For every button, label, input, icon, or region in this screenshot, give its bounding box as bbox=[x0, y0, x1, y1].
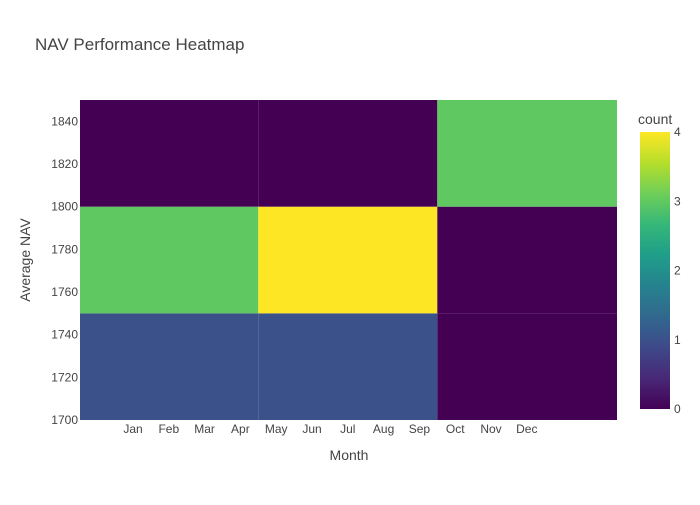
heatmap-cell bbox=[258, 313, 438, 420]
x-tick-label: Jan bbox=[123, 422, 142, 436]
heatmap-cell bbox=[437, 313, 617, 420]
heatmap-cells bbox=[80, 100, 617, 420]
heatmap-cell bbox=[437, 206, 617, 314]
y-tick-label: 1700 bbox=[51, 413, 78, 427]
heatmap-cell bbox=[258, 100, 438, 207]
x-tick-label: Dec bbox=[516, 422, 537, 436]
y-axis-title: Average NAV bbox=[17, 218, 33, 302]
colorbar-tick-label: 4 bbox=[674, 125, 681, 139]
x-tick-label: Sep bbox=[409, 422, 431, 436]
x-tick-label: Aug bbox=[373, 422, 394, 436]
chart-title: NAV Performance Heatmap bbox=[35, 35, 244, 54]
x-tick-label: Oct bbox=[446, 422, 465, 436]
heatmap-cell bbox=[258, 206, 438, 314]
y-tick-label: 1800 bbox=[51, 200, 78, 214]
colorbar-gradient bbox=[640, 132, 670, 409]
heatmap-cell bbox=[80, 206, 259, 314]
colorbar-title: count bbox=[638, 111, 672, 127]
y-tick-label: 1720 bbox=[51, 370, 78, 384]
y-axis-ticks: 1700 1720 1740 1760 1780 1800 1820 1840 bbox=[51, 114, 78, 427]
heatmap-cell bbox=[80, 313, 259, 420]
x-axis-title: Month bbox=[330, 447, 369, 463]
x-axis-ticks: Jan Feb Mar Apr May Jun Jul Aug Sep Oct Nov Dec bbox=[123, 422, 537, 436]
colorbar-tick-label: 0 bbox=[674, 402, 681, 416]
colorbar-tick-label: 1 bbox=[674, 333, 681, 347]
x-tick-label: Feb bbox=[158, 422, 179, 436]
y-tick-label: 1780 bbox=[51, 242, 78, 256]
colorbar: count 0 1 2 3 4 bbox=[638, 111, 681, 416]
colorbar-ticks: 0 1 2 3 4 bbox=[674, 125, 681, 416]
x-tick-label: May bbox=[265, 422, 288, 436]
x-tick-label: Apr bbox=[231, 422, 250, 436]
colorbar-tick-label: 2 bbox=[674, 264, 681, 278]
y-tick-label: 1840 bbox=[51, 114, 78, 128]
x-tick-label: Mar bbox=[194, 422, 215, 436]
y-tick-label: 1740 bbox=[51, 328, 78, 342]
colorbar-tick-label: 3 bbox=[674, 194, 681, 208]
heatmap-cell bbox=[437, 100, 617, 207]
x-tick-label: Jul bbox=[340, 422, 355, 436]
x-tick-label: Nov bbox=[480, 422, 501, 436]
x-tick-label: Jun bbox=[302, 422, 321, 436]
heatmap-cell bbox=[80, 100, 259, 207]
y-tick-label: 1760 bbox=[51, 285, 78, 299]
y-tick-label: 1820 bbox=[51, 157, 78, 171]
